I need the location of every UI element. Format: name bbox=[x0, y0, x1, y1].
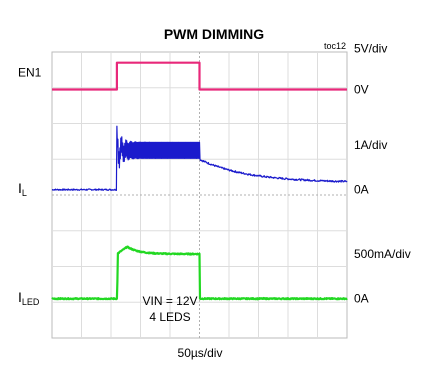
chart-title: PWM DIMMING bbox=[164, 26, 264, 42]
trace-label-il: IL bbox=[18, 180, 27, 198]
annotation-line2: 4 LEDS bbox=[149, 310, 190, 324]
trace-zero-2: 0A bbox=[354, 292, 369, 306]
trace-label-en1: EN1 bbox=[18, 66, 42, 80]
figure-id: toc12 bbox=[324, 41, 346, 51]
trace-labels: EN1 5V/div 0V IL 1A/div 0A ILED 500mA/div 0A bbox=[18, 41, 411, 306]
traces bbox=[51, 61, 348, 301]
trace-scale-2: 500mA/div bbox=[354, 247, 411, 261]
trace-en1 bbox=[52, 61, 347, 91]
trace-scale-1: 1A/div bbox=[354, 138, 387, 152]
time-scale-label: 50µs/div bbox=[178, 346, 223, 360]
trace-scale-0: 5V/div bbox=[354, 41, 387, 55]
trace-label-iled: ILED bbox=[18, 289, 40, 307]
trace-zero-1: 0A bbox=[354, 183, 369, 197]
trace-zero-0: 0V bbox=[354, 83, 369, 97]
trace-iled bbox=[51, 245, 348, 301]
trace-il bbox=[51, 125, 348, 191]
annotation-line1: VIN = 12V bbox=[142, 294, 197, 308]
